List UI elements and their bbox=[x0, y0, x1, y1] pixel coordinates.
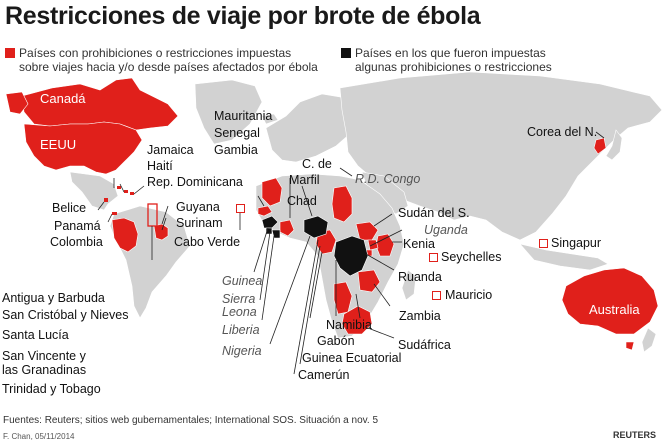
label-rd-congo: R.D. Congo bbox=[355, 172, 421, 186]
label-canada: Canadá bbox=[40, 91, 86, 106]
marker-belice bbox=[104, 198, 108, 202]
label-panama: Panamá bbox=[54, 219, 101, 233]
country-eeuu bbox=[23, 121, 143, 175]
label-mauricio: Mauricio bbox=[445, 288, 493, 302]
reuters-logo: REUTERS bbox=[612, 430, 656, 440]
label-singapur: Singapur bbox=[551, 236, 602, 250]
label-san-cristobal: San Cristóbal y Nieves bbox=[2, 308, 129, 322]
label-guinea: Guinea bbox=[222, 274, 263, 288]
country-sudafrica bbox=[341, 305, 373, 335]
marker-singapur bbox=[539, 239, 548, 248]
label-zambia: Zambia bbox=[399, 309, 441, 323]
marker-mauricio bbox=[432, 291, 441, 300]
label-camerun: Camerún bbox=[298, 368, 350, 382]
caribbean-markers bbox=[104, 186, 134, 215]
label-liberia: Liberia bbox=[222, 323, 260, 337]
label-haiti: Haití bbox=[147, 159, 173, 173]
label-jamaica: Jamaica bbox=[147, 143, 194, 157]
label-eeuu: EEUU bbox=[40, 137, 77, 152]
label-cabo-verde: Cabo Verde bbox=[174, 235, 241, 249]
legend-red-text-1: Países con prohibiciones o restricciones… bbox=[19, 46, 292, 60]
page-title: Restricciones de viaje por brote de ébol… bbox=[5, 2, 481, 30]
label-antigua: Antigua y Barbuda bbox=[2, 291, 105, 305]
label-san-vincente-2: las Granadinas bbox=[2, 363, 87, 377]
legend-restricted: Países con prohibiciones o restricciones… bbox=[5, 46, 325, 76]
madagascar bbox=[401, 269, 417, 301]
country-nigeria bbox=[303, 215, 329, 239]
label-australia: Australia bbox=[589, 302, 640, 317]
footer-sources: Fuentes: Reuters; sitios web gubernament… bbox=[3, 415, 379, 426]
indonesia bbox=[519, 243, 609, 271]
label-uganda: Uganda bbox=[424, 223, 468, 237]
legend-affected: Países en los que fueron impuestas algun… bbox=[341, 46, 621, 76]
affected-countries bbox=[261, 215, 369, 277]
label-rep-dominicana: Rep. Dominicana bbox=[147, 175, 243, 189]
marker-cabo-verde bbox=[236, 204, 245, 213]
marker-rep-dominicana bbox=[130, 192, 134, 195]
footer-credit: F. Chan, 05/11/2014 bbox=[3, 432, 75, 441]
new-zealand bbox=[641, 327, 657, 353]
label-gabon: Gabón bbox=[317, 334, 355, 348]
legend-red-text-2: sobre viajes hacia y/o desde países afec… bbox=[19, 60, 318, 74]
country-alaska bbox=[5, 91, 29, 115]
label-corea-norte: Corea del N. bbox=[527, 125, 598, 139]
label-guinea-ecuatorial: Guinea Ecuatorial bbox=[302, 351, 402, 365]
marker-seychelles bbox=[429, 253, 438, 262]
country-corea-norte bbox=[593, 137, 607, 155]
label-sierra-leona-2: Leona bbox=[222, 305, 257, 319]
label-colombia: Colombia bbox=[50, 235, 103, 249]
marker-haiti bbox=[124, 190, 128, 193]
country-sudan-sur bbox=[355, 221, 379, 241]
label-seychelles: Seychelles bbox=[441, 250, 502, 264]
label-senegal: Senegal bbox=[214, 126, 260, 140]
country-senegal bbox=[257, 205, 273, 217]
label-mauritania: Mauritania bbox=[214, 109, 273, 123]
label-san-vincente-1: San Vincente y bbox=[2, 349, 86, 363]
restricted-countries bbox=[5, 77, 659, 351]
country-gabon-cameroon bbox=[315, 229, 337, 255]
country-australia bbox=[561, 267, 659, 335]
label-namibia: Namibia bbox=[326, 318, 372, 332]
country-liberia bbox=[271, 229, 281, 239]
label-trinidad: Trinidad y Tobago bbox=[2, 382, 101, 396]
label-kenia: Kenia bbox=[403, 237, 435, 251]
japan bbox=[605, 129, 623, 161]
label-chad: Chad bbox=[287, 194, 317, 208]
legend-red-swatch bbox=[5, 48, 15, 58]
legend-black-text-1: Países en los que fueron impuestas bbox=[355, 46, 546, 60]
label-sudafrica: Sudáfrica bbox=[398, 338, 451, 352]
country-mauritania bbox=[261, 177, 283, 207]
label-guyana: Guyana bbox=[176, 200, 220, 214]
country-chad bbox=[331, 185, 353, 223]
country-tasmania bbox=[625, 341, 635, 351]
legend-black-text-2: algunas prohibiciones o restricciones bbox=[355, 60, 552, 74]
leader-lines bbox=[97, 131, 605, 375]
marker-panama bbox=[112, 212, 117, 215]
marker-jamaica bbox=[117, 186, 121, 189]
label-belice: Belice bbox=[52, 201, 87, 215]
label-sierra-leona-1: Sierra bbox=[222, 292, 256, 306]
label-c-de-marfil-2: Marfil bbox=[289, 173, 320, 187]
label-santa-lucia: Santa Lucía bbox=[2, 328, 69, 342]
label-c-de-marfil-1: C. de bbox=[302, 157, 332, 171]
legend-black-swatch bbox=[341, 48, 351, 58]
label-gambia: Gambia bbox=[214, 143, 258, 157]
label-nigeria: Nigeria bbox=[222, 344, 262, 358]
label-ruanda: Ruanda bbox=[398, 270, 442, 284]
greenland bbox=[194, 79, 263, 145]
country-guinea bbox=[261, 215, 279, 229]
country-colombia bbox=[111, 217, 139, 253]
country-uganda bbox=[367, 239, 379, 251]
marker-lesser-antilles bbox=[147, 203, 158, 227]
label-sudan-sur: Sudán del S. bbox=[398, 206, 470, 220]
iceland bbox=[261, 113, 279, 125]
land-masses bbox=[69, 71, 663, 353]
label-surinam: Surinam bbox=[176, 216, 223, 230]
